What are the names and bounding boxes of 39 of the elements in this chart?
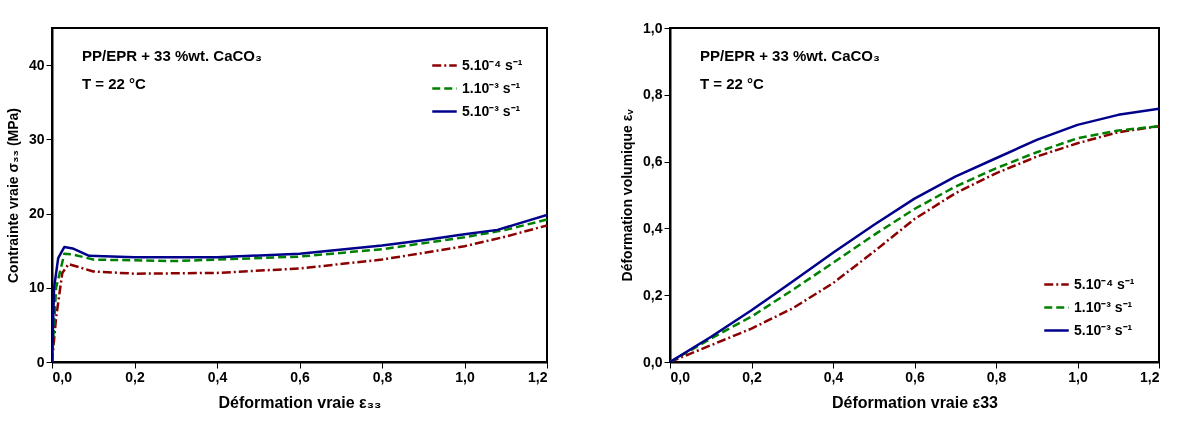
annotation: PP/EPR + 33 %wt. CaCO₃ <box>82 47 262 64</box>
legend-label: 1.10⁻³ s⁻¹ <box>462 79 521 96</box>
x-tick-label: 0,6 <box>905 368 925 385</box>
x-tick-label: 0,6 <box>290 368 310 385</box>
legend-label: 5.10⁻⁴ s⁻¹ <box>1074 275 1135 292</box>
x-tick-label: 1,0 <box>1068 368 1088 385</box>
y-tick-label: 10 <box>28 279 45 296</box>
y-tick-label: 30 <box>28 130 45 147</box>
y-tick-label: 40 <box>28 56 45 73</box>
y-axis-title: Contrainte vraie σ₃₃ (MPa) <box>4 108 21 283</box>
x-axis-title: Déformation vraie ε₃₃ <box>218 393 382 411</box>
y-tick-label: 0,4 <box>643 219 663 236</box>
x-tick-label: 0,2 <box>742 368 762 385</box>
annotation: PP/EPR + 33 %wt. CaCO₃ <box>700 47 880 64</box>
x-tick-label: 0,2 <box>125 368 145 385</box>
y-tick-label: 0,6 <box>643 153 663 170</box>
x-tick-label: 0,0 <box>670 368 691 385</box>
legend-label: 5.10⁻⁴ s⁻¹ <box>462 56 523 73</box>
y-tick-label: 0 <box>36 353 45 370</box>
x-tick-label: 1,0 <box>455 368 475 385</box>
x-tick-label: 1,2 <box>528 368 548 385</box>
x-axis-title: Déformation vraie ε33 <box>832 393 999 411</box>
y-tick-label: 0,2 <box>643 286 663 303</box>
y-tick-label: 1,0 <box>643 19 663 36</box>
y-tick-label: 0,8 <box>643 86 663 103</box>
y-tick-label: 0,0 <box>643 353 663 370</box>
x-tick-label: 0,4 <box>207 368 228 385</box>
y-tick-label: 20 <box>28 205 45 222</box>
x-tick-label: 0,4 <box>823 368 844 385</box>
legend-label: 5.10⁻³ s⁻¹ <box>462 102 521 119</box>
x-tick-label: 0,0 <box>52 368 73 385</box>
legend-label: 5.10⁻³ s⁻¹ <box>1074 321 1133 338</box>
x-tick-label: 0,8 <box>986 368 1007 385</box>
legend-label: 1.10⁻³ s⁻¹ <box>1074 298 1133 315</box>
annotation: T = 22 °C <box>700 75 765 92</box>
y-axis-title: Déformation volumique εᵥ <box>619 108 636 282</box>
x-tick-label: 0,8 <box>372 368 393 385</box>
annotation: T = 22 °C <box>82 75 147 92</box>
x-tick-label: 1,2 <box>1140 368 1160 385</box>
